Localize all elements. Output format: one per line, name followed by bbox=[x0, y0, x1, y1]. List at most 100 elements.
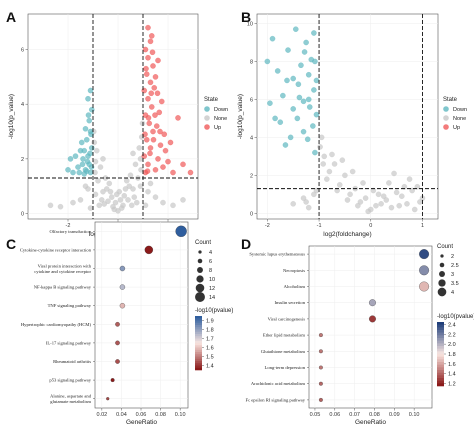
data-point-none bbox=[125, 197, 131, 203]
data-point bbox=[318, 349, 323, 354]
data-point-up bbox=[148, 104, 155, 110]
color-legend-bar-segment bbox=[195, 318, 202, 321]
color-legend-bar-segment bbox=[195, 365, 202, 369]
panel-label-a: A bbox=[6, 9, 16, 25]
color-legend-bar-segment bbox=[195, 338, 202, 342]
data-point bbox=[369, 299, 376, 307]
legend-swatch bbox=[204, 106, 210, 112]
data-point-none bbox=[77, 197, 84, 203]
color-legend-label: 2.0 bbox=[448, 342, 456, 348]
data-point-down bbox=[79, 139, 85, 146]
data-point-down bbox=[89, 145, 95, 151]
legend-swatch bbox=[443, 124, 449, 130]
data-point-up bbox=[155, 156, 161, 162]
size-legend-title: Count bbox=[437, 244, 453, 250]
data-point-down bbox=[312, 58, 318, 65]
data-point-none bbox=[170, 202, 176, 209]
category-label: Arachidonic acid metabolism bbox=[251, 381, 306, 386]
data-point-none bbox=[360, 180, 366, 186]
legend-swatch bbox=[443, 106, 449, 112]
size-legend-label: 12 bbox=[209, 286, 215, 292]
data-point-up bbox=[153, 123, 160, 129]
color-legend-bar-segment bbox=[437, 354, 444, 357]
x-tick-label: 1 bbox=[421, 223, 424, 229]
data-point-down bbox=[313, 111, 320, 118]
plot-frame bbox=[94, 221, 189, 409]
data-point bbox=[175, 225, 187, 237]
color-legend-bar-segment bbox=[437, 383, 444, 387]
data-point-none bbox=[311, 191, 317, 198]
color-legend-bar-segment bbox=[437, 332, 444, 336]
size-legend-swatch bbox=[197, 258, 203, 264]
data-point-none bbox=[357, 199, 364, 205]
color-legend-label: 1.9 bbox=[206, 319, 214, 325]
y-tick-label: 2 bbox=[250, 173, 253, 179]
size-legend-title: Count bbox=[195, 240, 211, 246]
panel-label-c: C bbox=[6, 236, 16, 252]
category-label: Rheumatoid arthritis bbox=[53, 359, 91, 364]
category-label: TNF signaling pathway bbox=[48, 303, 92, 308]
data-point-down bbox=[300, 98, 307, 105]
size-legend-label: 8 bbox=[209, 268, 212, 274]
data-point-down bbox=[290, 106, 296, 112]
data-point-none bbox=[105, 198, 111, 204]
x-tick-label: 0.04 bbox=[116, 412, 127, 418]
color-legend-bar-segment bbox=[437, 364, 444, 368]
data-point-none bbox=[399, 193, 405, 199]
data-point-none bbox=[290, 201, 296, 207]
data-point-up bbox=[145, 115, 152, 121]
data-point-down bbox=[306, 104, 313, 110]
color-legend-label: 1.7 bbox=[206, 337, 214, 343]
color-legend-bar-segment bbox=[195, 331, 202, 335]
data-point-down bbox=[269, 35, 276, 42]
data-point-none bbox=[355, 202, 361, 209]
data-point-none bbox=[334, 187, 340, 194]
color-legend-title: -log10(pvalue) bbox=[195, 308, 233, 314]
data-point-none bbox=[303, 199, 309, 205]
color-legend-bar-segment bbox=[437, 370, 444, 373]
color-legend-bar-segment bbox=[195, 345, 202, 348]
size-legend-label: 4 bbox=[209, 250, 212, 256]
data-point-none bbox=[305, 204, 312, 211]
data-point-up bbox=[143, 136, 150, 143]
data-point-down bbox=[86, 117, 93, 124]
data-point-none bbox=[119, 205, 125, 211]
data-point-none bbox=[138, 167, 144, 173]
color-legend-bar-segment bbox=[437, 378, 444, 381]
color-legend-bar-segment bbox=[195, 349, 202, 353]
data-point-up bbox=[154, 90, 161, 97]
data-point-up bbox=[151, 85, 157, 91]
data-point-up bbox=[148, 90, 154, 97]
y-tick-label: 8 bbox=[250, 59, 253, 65]
data-point-none bbox=[347, 191, 353, 198]
data-point-down bbox=[305, 96, 312, 103]
data-point-down bbox=[296, 94, 303, 101]
data-point-down bbox=[303, 39, 309, 46]
x-axis-label: GeneRatio bbox=[126, 419, 157, 426]
category-label: Ether lipid metabolism bbox=[263, 333, 306, 338]
color-legend-bar-segment bbox=[437, 359, 444, 363]
data-point-none bbox=[94, 147, 100, 154]
plot-frame bbox=[27, 13, 199, 220]
color-legend-bar-segment bbox=[437, 324, 444, 328]
data-point-up bbox=[142, 46, 149, 53]
data-point bbox=[419, 265, 430, 276]
data-point-up bbox=[152, 112, 158, 118]
x-tick-label: 0.02 bbox=[96, 412, 107, 418]
data-point-none bbox=[386, 180, 392, 186]
data-point-none bbox=[324, 176, 330, 182]
data-point-none bbox=[57, 203, 64, 210]
data-point-down bbox=[81, 147, 88, 154]
size-legend-label: 3 bbox=[451, 272, 454, 278]
size-legend-label: 2.5 bbox=[451, 263, 459, 269]
data-point-down bbox=[277, 119, 284, 125]
color-legend-label: 1.4 bbox=[448, 372, 456, 378]
category-label: NF-kappa B signaling pathway bbox=[34, 285, 92, 290]
data-point-none bbox=[47, 202, 54, 209]
size-legend-swatch bbox=[438, 279, 446, 287]
data-point-up bbox=[162, 147, 169, 154]
data-point-up bbox=[147, 145, 154, 151]
data-point-none bbox=[133, 199, 140, 206]
data-point-none bbox=[375, 191, 382, 198]
y-tick-label: 4 bbox=[21, 102, 24, 108]
